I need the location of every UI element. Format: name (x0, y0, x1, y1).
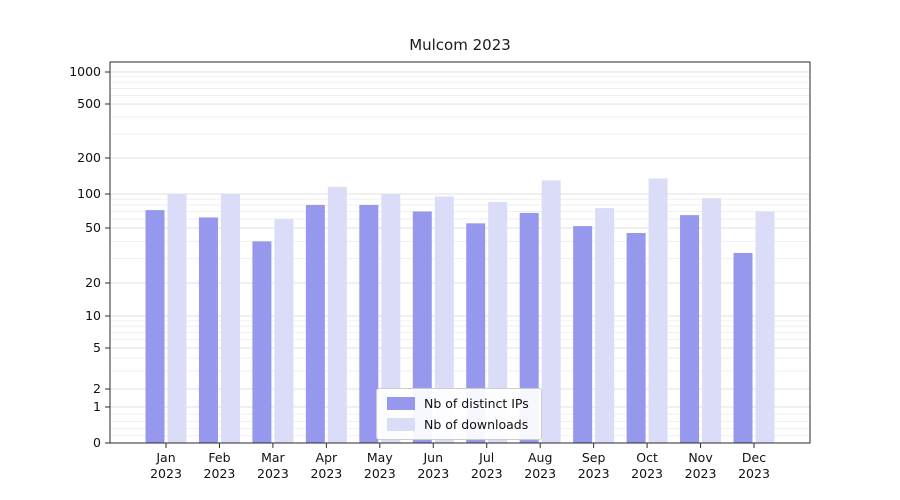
bar-distinct-ips (359, 204, 379, 443)
bar-distinct-ips (733, 252, 753, 443)
bar-downloads (541, 180, 561, 443)
y-tick-label: 100 (77, 186, 101, 201)
bar-distinct-ips (412, 211, 432, 443)
y-tick-label: 1 (93, 399, 101, 414)
bar-distinct-ips (626, 233, 646, 443)
x-tick-label: Apr 2023 (310, 450, 342, 481)
bar-downloads (488, 201, 508, 443)
bar-distinct-ips (252, 241, 272, 443)
bar-distinct-ips (145, 210, 165, 443)
bar-distinct-ips (198, 217, 218, 443)
bar-distinct-ips (573, 226, 593, 443)
y-tick-label: 200 (77, 150, 101, 165)
y-tick-label: 2 (93, 381, 101, 396)
y-tick-label: 500 (77, 96, 101, 111)
bar-downloads (648, 178, 668, 444)
chart-title: Mulcom 2023 (409, 36, 511, 54)
x-tick-label: Jan 2023 (150, 450, 182, 481)
y-tick-label: 20 (85, 275, 101, 290)
x-tick-label: Oct 2023 (631, 450, 663, 481)
bar-downloads (220, 194, 240, 443)
x-tick-label: Dec 2023 (738, 450, 770, 481)
x-tick-label: Mar 2023 (257, 450, 289, 481)
x-tick-label: May 2023 (364, 450, 396, 481)
legend: Nb of distinct IPs Nb of downloads (376, 388, 542, 440)
y-tick-label: 0 (93, 435, 101, 450)
bar-distinct-ips (305, 204, 325, 443)
x-tick-label: Nov 2023 (685, 450, 717, 481)
y-tick-label: 10 (85, 308, 101, 323)
bar-downloads (167, 193, 187, 443)
x-tick-label: Aug 2023 (524, 450, 556, 481)
bar-distinct-ips (680, 215, 700, 443)
x-tick-label: Feb 2023 (204, 450, 236, 481)
axis-frame (109, 61, 811, 444)
y-tick-label: 5 (93, 340, 101, 355)
bar-downloads (274, 219, 294, 443)
y-tick-label: 1000 (69, 64, 101, 79)
legend-swatch-distinct-ips (387, 397, 415, 410)
x-tick-label: Sep 2023 (578, 450, 610, 481)
legend-item-downloads: Nb of downloads (387, 417, 529, 432)
bar-downloads (327, 186, 347, 443)
bar-downloads (434, 196, 454, 443)
legend-item-distinct-ips: Nb of distinct IPs (387, 396, 529, 411)
bar-distinct-ips (519, 212, 539, 443)
legend-label-downloads: Nb of downloads (424, 417, 529, 432)
x-tick-label: Jul 2023 (471, 450, 503, 481)
legend-label-distinct-ips: Nb of distinct IPs (424, 396, 529, 411)
bar-downloads (755, 211, 775, 443)
legend-swatch-downloads (387, 418, 415, 431)
bar-downloads (381, 194, 401, 443)
x-tick-label: Jun 2023 (417, 450, 449, 481)
bar-downloads (595, 208, 615, 443)
bar-downloads (702, 198, 722, 443)
y-tick-label: 50 (85, 220, 101, 235)
